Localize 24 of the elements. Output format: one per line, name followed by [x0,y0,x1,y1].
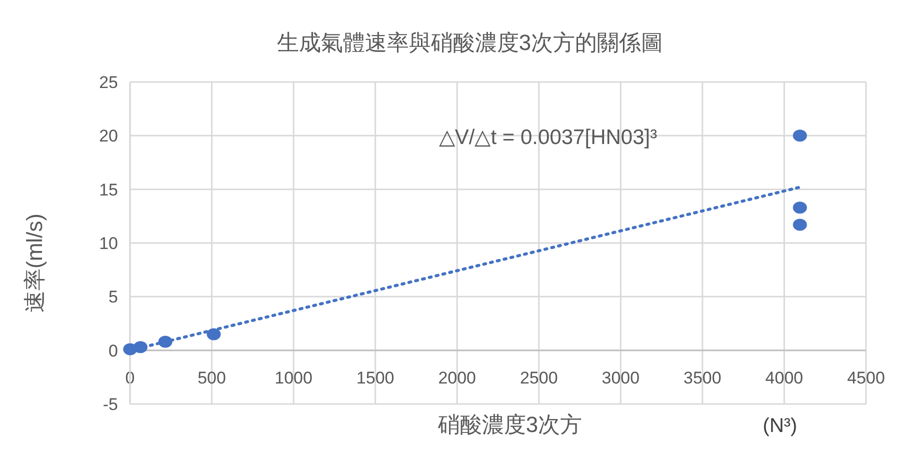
chart-title: 生成氣體速率與硝酸濃度3次方的關係圖 [276,30,664,55]
y-tick-label: 10 [99,234,118,253]
y-tick-label: 15 [99,180,118,200]
x-tick-label: 4000 [765,368,804,388]
annotation: △V/△t = 0.0037[HN03]³ [438,126,658,149]
text: (N³) [762,415,798,437]
y-tick-label: 25 [99,73,118,92]
y-tick-label: 0 [108,341,118,360]
x-tick-label: 500 [198,368,226,388]
point [792,202,807,214]
x-tick-label: 2000 [438,368,476,388]
x-tick-label: 3500 [684,368,722,388]
y-tick-label: 5 [108,288,118,307]
x-tick-label: 3000 [602,368,640,388]
y-axis-title: 速率(ml/s) [22,214,47,312]
y-tick-label: -5 [102,395,118,414]
x-tick-label: 1500 [356,368,394,388]
x-tick-label: 4500 [847,368,885,388]
point [792,130,807,142]
point [792,218,807,231]
y-tick-label: 20 [99,126,118,146]
x-axis-title: 硝酸濃度3次方 [436,412,582,437]
x-tick-label: 2500 [520,368,558,388]
x-tick-label: 1000 [274,368,312,388]
